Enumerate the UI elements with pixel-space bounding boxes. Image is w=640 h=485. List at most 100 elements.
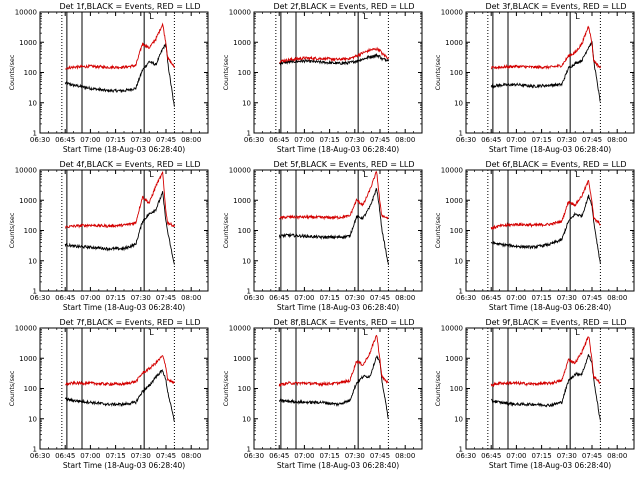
- x-tick-label: 06:30: [30, 136, 50, 144]
- y-tick-label: 10000: [441, 167, 463, 175]
- x-tick-label: 07:45: [370, 294, 390, 302]
- events-series-line: [64, 369, 175, 422]
- x-tick-label: 07:15: [532, 452, 552, 460]
- panel-title: Det 6f,BLACK = Events, RED = LLD: [485, 160, 626, 169]
- y-tick-label: 10000: [441, 325, 463, 333]
- x-tick-label: 07:00: [294, 452, 314, 460]
- marker-label: L: [149, 170, 154, 179]
- y-tick-label: 1000: [19, 355, 37, 363]
- y-tick-label: 1000: [233, 355, 251, 363]
- marker-label: L: [363, 170, 368, 179]
- y-axis-label: Counts/sec: [8, 54, 16, 90]
- x-tick-label: 06:45: [55, 294, 75, 302]
- x-tick-label: 07:15: [106, 136, 126, 144]
- x-tick-label: 07:30: [557, 294, 577, 302]
- x-tick-label: 08:00: [181, 136, 201, 144]
- x-tick-label: 07:45: [582, 136, 602, 144]
- x-tick-label: 07:15: [106, 294, 126, 302]
- x-axis-label: Start Time (18-Aug-03 06:28:40): [489, 145, 611, 154]
- y-tick-label: 1000: [233, 39, 251, 47]
- x-tick-label: 07:30: [557, 136, 577, 144]
- y-tick-label: 10: [454, 257, 463, 265]
- y-tick-label: 1: [33, 446, 37, 454]
- events-series-line: [278, 187, 389, 265]
- events-series-line: [278, 52, 389, 66]
- y-tick-label: 10: [454, 415, 463, 423]
- x-tick-label: 07:30: [345, 294, 365, 302]
- marker-label: L: [575, 12, 580, 21]
- x-tick-label: 07:30: [345, 452, 365, 460]
- panel-title: Det 9f,BLACK = Events, RED = LLD: [485, 318, 626, 327]
- x-tick-label: 06:45: [55, 452, 75, 460]
- lld-series-line: [278, 170, 389, 221]
- x-tick-label: 06:45: [481, 136, 501, 144]
- x-tick-label: 06:30: [456, 294, 476, 302]
- x-tick-label: 07:00: [294, 136, 314, 144]
- y-tick-label: 1: [33, 130, 37, 138]
- y-tick-label: 1: [247, 130, 251, 138]
- x-tick-label: 07:00: [506, 294, 526, 302]
- x-axis-label: Start Time (18-Aug-03 06:28:40): [63, 145, 185, 154]
- detector-panel-6: Det 6f,BLACK = Events, RED = LLD 1 10 100 10…: [434, 160, 635, 312]
- x-tick-label: 06:45: [481, 452, 501, 460]
- x-tick-label: 07:30: [131, 452, 151, 460]
- y-tick-label: 100: [450, 69, 463, 77]
- x-axis-label: Start Time (18-Aug-03 06:28:40): [489, 303, 611, 312]
- y-tick-label: 10000: [15, 167, 37, 175]
- detector-panel-4: Det 4f,BLACK = Events, RED = LLD 1 10 100 10…: [8, 160, 209, 312]
- x-tick-label: 07:00: [80, 294, 100, 302]
- x-tick-label: 06:30: [244, 136, 264, 144]
- lld-series-line: [64, 171, 175, 229]
- y-tick-label: 10000: [15, 9, 37, 17]
- lld-series-line: [65, 355, 175, 387]
- x-tick-label: 08:00: [607, 452, 627, 460]
- x-tick-label: 07:15: [532, 294, 552, 302]
- x-tick-label: 07:15: [532, 136, 552, 144]
- y-tick-label: 10: [242, 415, 251, 423]
- x-tick-label: 06:45: [269, 294, 289, 302]
- x-tick-label: 07:45: [582, 294, 602, 302]
- x-tick-label: 06:45: [269, 452, 289, 460]
- y-tick-label: 100: [238, 385, 251, 393]
- plot-frame: [39, 11, 209, 134]
- y-tick-label: 10: [454, 99, 463, 107]
- x-axis-label: Start Time (18-Aug-03 06:28:40): [277, 303, 399, 312]
- x-axis-label: Start Time (18-Aug-03 06:28:40): [277, 461, 399, 470]
- x-tick-label: 08:00: [181, 294, 201, 302]
- events-series-line: [278, 355, 389, 420]
- x-axis-label: Start Time (18-Aug-03 06:28:40): [63, 303, 185, 312]
- x-tick-label: 08:00: [395, 294, 415, 302]
- detector-panel-9: Det 9f,BLACK = Events, RED = LLD 1 10 100 10…: [434, 318, 635, 470]
- y-tick-label: 1: [247, 288, 251, 296]
- y-axis-label: Counts/sec: [434, 370, 442, 406]
- plot-frame: [39, 327, 209, 450]
- y-tick-label: 10: [28, 415, 37, 423]
- y-tick-label: 1: [33, 288, 37, 296]
- y-tick-label: 100: [450, 227, 463, 235]
- plot-frame: [465, 11, 635, 134]
- detector-panel-7: Det 7f,BLACK = Events, RED = LLD 1 10 100 10…: [8, 318, 209, 470]
- y-tick-label: 100: [24, 385, 37, 393]
- lld-series-line: [64, 22, 175, 71]
- plot-frame: [465, 169, 635, 292]
- marker-label: L: [363, 12, 368, 21]
- y-tick-label: 100: [450, 385, 463, 393]
- x-tick-label: 07:00: [506, 136, 526, 144]
- x-tick-label: 08:00: [395, 136, 415, 144]
- lld-series-line: [490, 179, 601, 231]
- y-tick-label: 1: [247, 446, 251, 454]
- plot-frame: [465, 327, 635, 450]
- y-tick-label: 10000: [229, 167, 251, 175]
- x-tick-label: 07:30: [131, 294, 151, 302]
- y-axis-label: Counts/sec: [8, 212, 16, 248]
- x-tick-label: 07:15: [320, 294, 340, 302]
- y-tick-label: 10: [28, 257, 37, 265]
- lld-series-line: [490, 336, 601, 388]
- detector-panel-5: Det 5f,BLACK = Events, RED = LLD 1 10 100 10…: [222, 160, 423, 312]
- marker-label: L: [363, 328, 368, 337]
- x-tick-label: 06:45: [481, 294, 501, 302]
- y-tick-label: 10: [242, 257, 251, 265]
- detector-panel-8: Det 8f,BLACK = Events, RED = LLD 1 10 100 10…: [222, 318, 423, 470]
- marker-label: L: [149, 328, 154, 337]
